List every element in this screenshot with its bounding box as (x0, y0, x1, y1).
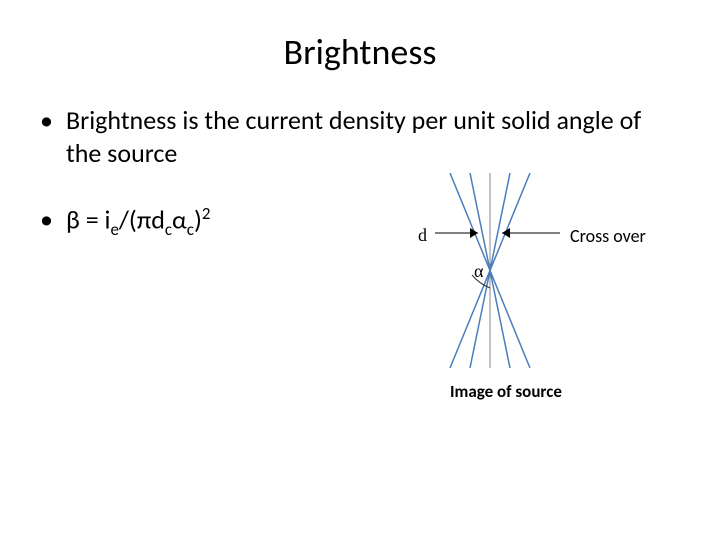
label-d: d (418, 225, 427, 246)
sub-c2: c (187, 219, 194, 240)
sym-beta: β (66, 204, 80, 236)
beam-svg (400, 173, 580, 373)
formula-row: β = ie/(πdcαc)2 d α Cross over Image of … (40, 203, 680, 433)
label-alpha: α (474, 261, 483, 282)
label-crossover: Cross over (570, 225, 646, 247)
sub-c1: c (165, 219, 172, 240)
bullet-definition: Brightness is the current density per un… (40, 104, 680, 169)
slide-title: Brightness (40, 30, 680, 74)
sym-close: ) (194, 204, 202, 236)
sym-alpha: α (172, 204, 187, 236)
sup-2: 2 (202, 203, 211, 224)
formula-brightness: β = ie/(πdcαc)2 (40, 203, 340, 240)
sym-eq: = i (80, 204, 111, 236)
sub-e: e (110, 219, 118, 240)
caption-image-of-source: Image of source (450, 381, 562, 402)
crossover-diagram: d α Cross over Image of source (340, 203, 680, 433)
sym-slash: /(πd (119, 204, 165, 236)
